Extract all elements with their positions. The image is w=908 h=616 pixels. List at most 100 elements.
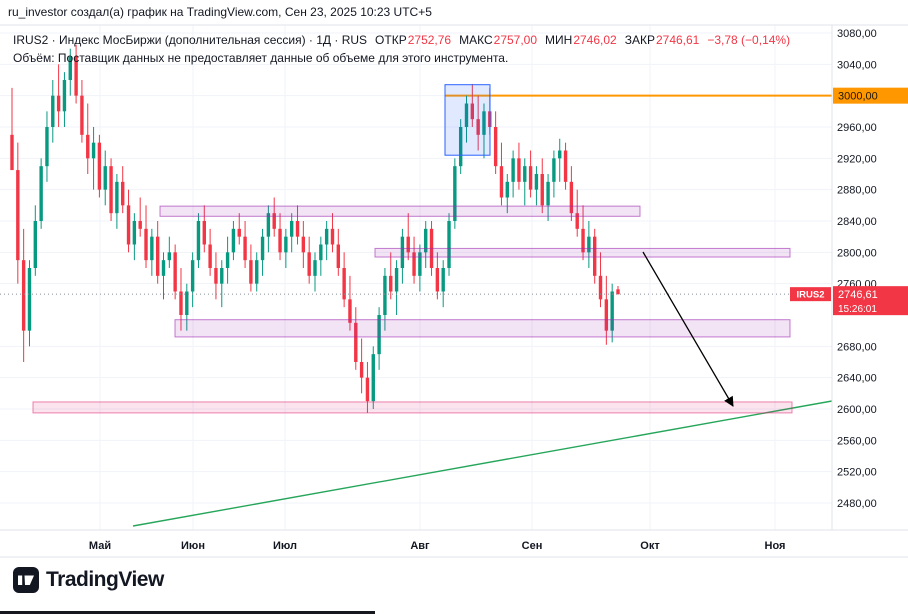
last-price-badge-value: 2746,61 [838,289,878,301]
price-tick-label: 2640,00 [837,373,877,385]
time-axis[interactable] [0,530,908,557]
candle-body [458,127,463,167]
change-value: −3,78 (−0,14%) [707,33,791,47]
open-label: ОТКР [375,33,407,47]
candle-body [587,236,591,253]
month-label: Сен [522,540,543,552]
candle-body [476,119,480,135]
candle-body [196,221,201,261]
candle-body [342,268,346,300]
candle-body [243,236,247,261]
price-tick-label: 2920,00 [837,153,877,165]
candle-body [552,158,556,182]
candle-body [231,228,236,253]
candle-body [558,150,562,159]
zone-demand-2600[interactable] [32,401,793,414]
low-label: МИН [545,33,573,47]
candle-body [56,95,61,112]
candle-body [103,166,107,190]
price-tick-label: 2840,00 [837,216,877,228]
candle-body [272,213,276,229]
candle-body [412,252,416,276]
candle-body [80,95,84,135]
price-tick-label: 2800,00 [837,247,877,259]
price-axis[interactable] [832,25,908,530]
candle-body [249,260,253,284]
candle-body [511,158,515,182]
candle-body [208,244,212,268]
candle-body [21,260,26,331]
candle-body [150,236,154,261]
candle-body [592,236,597,276]
candle-body [400,236,405,268]
candle-body [179,291,183,315]
price-tick-label: 2560,00 [837,435,877,447]
candle-body [470,103,475,120]
candle-body [266,213,271,237]
candle-body [97,142,102,190]
legend-row-main: IRUS2 · Индекс МосБиржи (дополнительная … [13,33,790,47]
candle-body [144,228,148,261]
candle-body [190,260,195,292]
candle-body [324,228,329,245]
candle-body [569,181,574,214]
open-value: 2752,76 [407,33,452,47]
zone-supply-2850[interactable] [159,205,641,217]
candle-body [109,166,113,214]
candle-body [91,142,96,159]
candle-body [534,174,539,190]
candle-body [255,260,259,284]
tradingview-logo[interactable]: TradingView [13,567,164,593]
candle-body [86,134,90,159]
candle-body [528,166,533,190]
candle-body [505,181,509,198]
price-tick-label: 2880,00 [837,185,877,197]
candle-body [365,377,370,402]
arrow-drawing[interactable] [642,251,734,407]
candle-body [185,291,189,315]
candle-body [132,221,137,245]
price-tick-label: 2960,00 [837,122,877,134]
candle-body [289,221,294,237]
ohlc-low: МИН2746,02 [545,33,617,47]
candle-body [214,268,218,284]
candle-body [406,236,410,253]
candle-body [424,228,428,253]
last-price-badge[interactable] [833,286,908,316]
candle-body [563,150,568,182]
zone-demand-2700[interactable] [174,319,791,338]
ohlc-open: ОТКР2752,76 [375,33,451,47]
candle-body [546,181,550,206]
candle-body [74,56,78,96]
bottom-edge-line [0,611,375,614]
candle-body [394,268,399,292]
candle-body [359,362,364,378]
candle-body [581,228,585,253]
price-tick-label: 2680,00 [837,341,877,353]
candle-body [16,170,20,261]
symbol-description[interactable]: IRUS2 · Индекс МосБиржи (дополнительная … [13,33,368,47]
tradingview-logo-icon [13,567,39,593]
candle-body [371,354,375,402]
candle-body [418,252,422,276]
candle-body [115,181,119,214]
candle-body [389,275,393,292]
symbol-price-tag [790,287,831,302]
candle-body [435,268,440,292]
candle-body [523,166,527,182]
candle-body [126,205,131,245]
consolidation-box-drawing[interactable] [444,84,491,156]
candle-body [62,80,67,112]
trendline-drawing[interactable] [132,400,833,527]
candle-body [27,268,32,331]
candle-body [377,315,381,355]
candle-body [616,289,620,295]
chart-legend: IRUS2 · Индекс МосБиржи (дополнительная … [13,33,790,65]
price-tick-label: 2480,00 [837,498,877,510]
high-label: МАКС [459,33,493,47]
zone-supply-2800[interactable] [374,247,791,258]
candle-body [121,181,125,206]
candle-body [453,166,457,221]
candle-body [441,268,445,292]
